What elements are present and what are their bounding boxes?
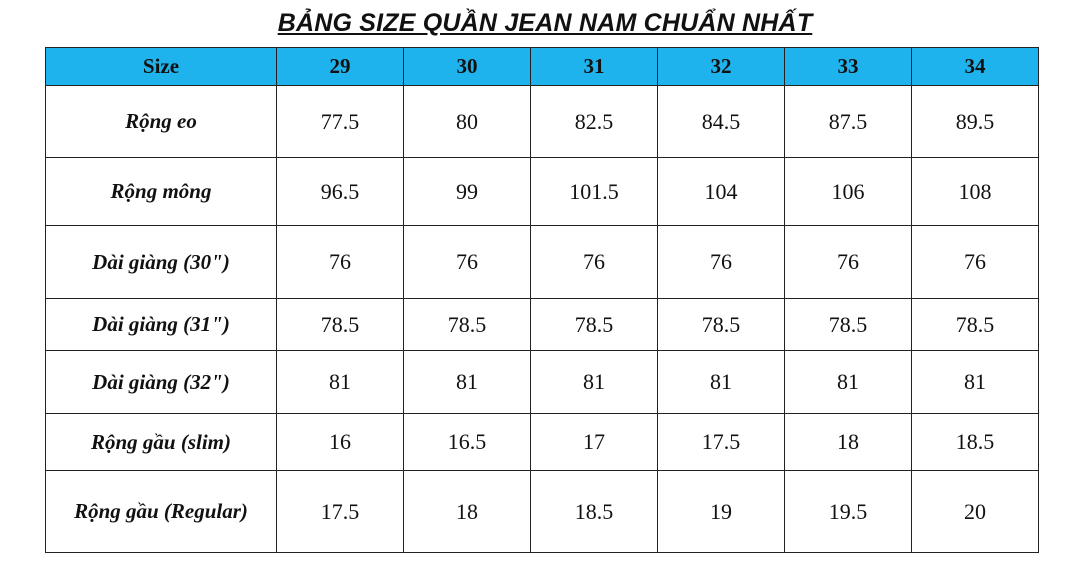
table-cell: 18 (784, 413, 912, 471)
table-cell: 106 (784, 157, 912, 226)
header-size-34: 34 (911, 47, 1039, 86)
table-row: Dài giàng (30") 76 76 76 76 76 76 (45, 225, 1039, 299)
row-label: Dài giàng (31") (45, 298, 277, 351)
table-cell: 78.5 (784, 298, 912, 351)
header-size-33: 33 (784, 47, 912, 86)
table-cell: 96.5 (276, 157, 404, 226)
header-size-29: 29 (276, 47, 404, 86)
table-cell: 20 (911, 470, 1039, 553)
table-header-row: Size 29 30 31 32 33 34 (45, 47, 1039, 86)
table-cell: 78.5 (530, 298, 658, 351)
table-cell: 87.5 (784, 85, 912, 158)
table-cell: 84.5 (657, 85, 785, 158)
table-cell: 104 (657, 157, 785, 226)
table-cell: 77.5 (276, 85, 404, 158)
table-cell: 19.5 (784, 470, 912, 553)
table-cell: 81 (403, 350, 531, 414)
table-cell: 80 (403, 85, 531, 158)
table-cell: 76 (784, 225, 912, 299)
row-label: Dài giàng (30") (45, 225, 277, 299)
header-size-label: Size (45, 47, 277, 86)
table-cell: 76 (403, 225, 531, 299)
table-cell: 78.5 (911, 298, 1039, 351)
page-title: BẢNG SIZE QUẦN JEAN NAM CHUẨN NHẤT (277, 9, 813, 37)
table-cell: 76 (657, 225, 785, 299)
table-cell: 76 (530, 225, 658, 299)
table-row: Dài giàng (31") 78.5 78.5 78.5 78.5 78.5… (45, 298, 1039, 351)
row-label: Rộng gầu (slim) (45, 413, 277, 471)
header-size-32: 32 (657, 47, 785, 86)
table-cell: 76 (911, 225, 1039, 299)
table-cell: 18 (403, 470, 531, 553)
table-cell: 101.5 (530, 157, 658, 226)
table-cell: 78.5 (276, 298, 404, 351)
header-size-31: 31 (530, 47, 658, 86)
table-cell: 17.5 (657, 413, 785, 471)
size-chart-table: Size 29 30 31 32 33 34 Rộng eo 77.5 80 8… (45, 47, 1039, 553)
table-cell: 89.5 (911, 85, 1039, 158)
table-cell: 17.5 (276, 470, 404, 553)
table-cell: 78.5 (403, 298, 531, 351)
table-cell: 81 (276, 350, 404, 414)
row-label: Rộng mông (45, 157, 277, 226)
table-cell: 81 (530, 350, 658, 414)
table-cell: 76 (276, 225, 404, 299)
table-cell: 16 (276, 413, 404, 471)
row-label: Dài giàng (32") (45, 350, 277, 414)
table-row: Rộng gầu (slim) 16 16.5 17 17.5 18 18.5 (45, 413, 1039, 471)
table-cell: 19 (657, 470, 785, 553)
table-cell: 99 (403, 157, 531, 226)
table-cell: 17 (530, 413, 658, 471)
table-cell: 16.5 (403, 413, 531, 471)
table-row: Rộng gầu (Regular) 17.5 18 18.5 19 19.5 … (45, 470, 1039, 553)
table-cell: 81 (911, 350, 1039, 414)
header-size-30: 30 (403, 47, 531, 86)
table-cell: 108 (911, 157, 1039, 226)
row-label: Rộng eo (45, 85, 277, 158)
table-row: Dài giàng (32") 81 81 81 81 81 81 (45, 350, 1039, 414)
table-cell: 81 (784, 350, 912, 414)
table-cell: 18.5 (911, 413, 1039, 471)
table-cell: 82.5 (530, 85, 658, 158)
table-cell: 81 (657, 350, 785, 414)
row-label: Rộng gầu (Regular) (45, 470, 277, 553)
table-cell: 18.5 (530, 470, 658, 553)
table-cell: 78.5 (657, 298, 785, 351)
table-row: Rộng eo 77.5 80 82.5 84.5 87.5 89.5 (45, 85, 1039, 158)
table-row: Rộng mông 96.5 99 101.5 104 106 108 (45, 157, 1039, 226)
